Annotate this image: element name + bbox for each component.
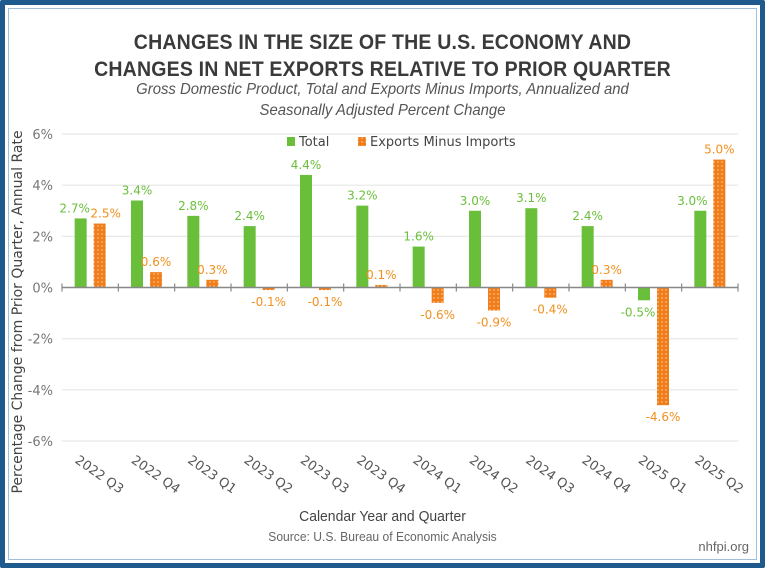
bar-total (243, 226, 256, 288)
x-axis-tick-labels: 2022 Q3 2022 Q4 2023 Q1 2023 Q2 2023 Q3 2023 … (72, 453, 746, 497)
data-labels: 2.7% 2.5%3.4% 0.6% 2.8% 0.3% 2.4% -0.1% 4.4% -0.… (59, 143, 734, 425)
bar-total (131, 200, 143, 288)
data-label-exports-minus-imports: 0.1% (366, 268, 397, 282)
bar-total (469, 210, 481, 288)
gridlines (62, 133, 738, 442)
data-label-exports-minus-imports: -0.4% (533, 303, 568, 317)
data-label-exports-minus-imports: 0.3% (197, 263, 228, 277)
bar-exports-minus-imports (262, 287, 275, 291)
bar-exports-minus-imports (544, 287, 557, 298)
bar-total (525, 208, 538, 288)
y-tick-label: 6% (32, 128, 53, 143)
data-label-total: 3.1% (516, 191, 547, 205)
data-label-exports-minus-imports: -0.1% (251, 295, 286, 309)
x-axis (61, 283, 739, 292)
bar-exports-minus-imports (600, 279, 613, 288)
bar-exports-minus-imports (375, 284, 388, 288)
y-axis-ticks: 6% 4% 2% 0% -2% -4% -6% (28, 128, 53, 450)
data-label-total: -0.5% (621, 305, 656, 319)
x-tick-label: 2023 Q1 (185, 453, 239, 497)
data-label-total: 4.4% (291, 158, 322, 172)
data-label-total: 3.0% (460, 194, 491, 208)
attribution: nhfpi.org (698, 539, 749, 554)
data-label-total: 1.6% (403, 230, 434, 244)
legend-label-exports-minus-imports: Exports Minus Imports (370, 135, 516, 150)
legend: Total Exports Minus Imports (287, 135, 516, 150)
x-axis-title: Calendar Year and Quarter (299, 508, 466, 525)
data-label-exports-minus-imports: -0.9% (477, 316, 512, 330)
x-tick-label: 2025 Q1 (635, 453, 689, 497)
x-tick-label: 2024 Q4 (579, 453, 633, 497)
data-label-total: 3.2% (347, 189, 378, 203)
bar-exports-minus-imports (713, 159, 726, 288)
data-label-total: 3.0% (677, 194, 708, 208)
x-tick-label: 2023 Q3 (297, 453, 351, 497)
x-tick-label: 2024 Q2 (466, 453, 520, 497)
y-tick-label: 0% (32, 282, 53, 297)
bar-exports-minus-imports (319, 287, 331, 291)
x-tick-label: 2022 Q3 (72, 453, 126, 497)
y-axis-title: Percentage Change from Prior Quarter, An… (10, 130, 26, 493)
bar-total (694, 210, 707, 288)
y-tick-label: -4% (28, 384, 53, 399)
bar-exports-minus-imports (657, 287, 669, 406)
y-tick-label: 2% (32, 230, 53, 245)
x-tick-label: 2024 Q1 (410, 453, 464, 497)
data-label-exports-minus-imports: -0.6% (420, 308, 455, 322)
source-note: Source: U.S. Bureau of Economic Analysis (268, 529, 497, 544)
bar-total (356, 205, 369, 288)
x-tick-label: 2023 Q2 (241, 453, 295, 497)
bar-total (412, 246, 425, 288)
bar-total (300, 174, 312, 288)
x-tick-label: 2025 Q2 (692, 453, 746, 497)
data-label-exports-minus-imports: -4.6% (646, 410, 681, 424)
bar-total (581, 226, 594, 288)
data-label-total: 2.4% (572, 209, 603, 223)
data-label-exports-minus-imports: 0.6% (141, 255, 172, 269)
x-tick-label: 2024 Q3 (523, 453, 577, 497)
legend-swatch-exports-minus-imports (358, 137, 366, 146)
chart-frame-inner-border (8, 8, 757, 560)
data-label-total: 2.4% (234, 209, 265, 223)
data-label-total: 2.8% (178, 199, 209, 213)
bar-exports-minus-imports (150, 272, 162, 288)
chart-subtitle-line-1: Gross Domestic Product, Total and Export… (136, 81, 629, 98)
data-label-exports-minus-imports: 0.3% (591, 263, 622, 277)
bar-total (638, 287, 650, 301)
y-tick-label: 4% (32, 179, 53, 194)
y-tick-label: -6% (28, 435, 53, 450)
bar-exports-minus-imports (431, 287, 444, 303)
chart-title-line-2: CHANGES IN NET EXPORTS RELATIVE TO PRIOR… (94, 58, 671, 81)
legend-swatch-total (287, 137, 295, 146)
bar-total (74, 218, 87, 288)
data-label-total: 3.4% (122, 184, 153, 198)
bar-exports-minus-imports (488, 287, 500, 311)
x-tick-label: 2022 Q4 (128, 453, 182, 497)
chart-title-line-1: CHANGES IN THE SIZE OF THE U.S. ECONOMY … (133, 31, 632, 54)
bar-exports-minus-imports (206, 279, 219, 288)
data-label-exports-minus-imports: -0.1% (308, 295, 343, 309)
bar-total (187, 215, 200, 288)
chart-subtitle-line-2: Seasonally Adjusted Percent Change (259, 102, 506, 119)
legend-label-total: Total (298, 135, 329, 150)
data-label-exports-minus-imports: 2.5% (90, 207, 121, 221)
x-tick-label: 2023 Q4 (354, 453, 408, 497)
bars (74, 159, 726, 406)
data-label-exports-minus-imports: 5.0% (704, 143, 735, 157)
bar-exports-minus-imports (93, 223, 106, 288)
y-tick-label: -2% (28, 333, 53, 348)
data-label-total: 2.7% (59, 201, 90, 215)
